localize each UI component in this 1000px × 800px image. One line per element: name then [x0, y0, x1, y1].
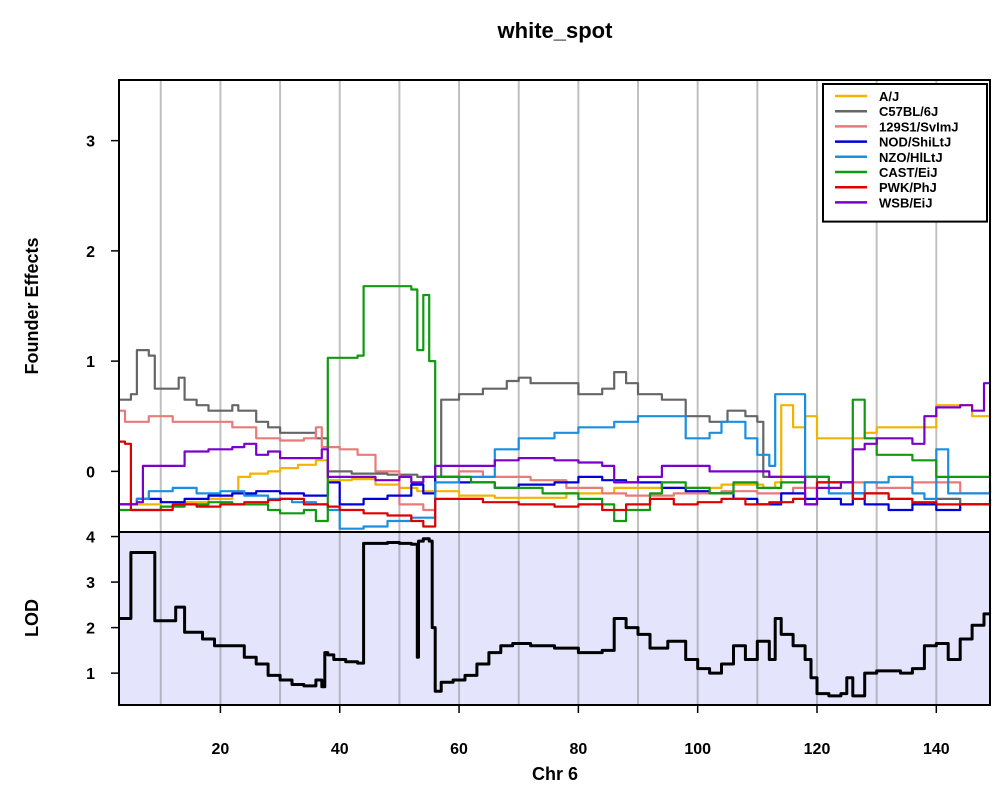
series-line-lod [119, 537, 990, 698]
legend-label-cast-eij: CAST/EiJ [879, 165, 938, 180]
legend-label-wsb-eij: WSB/EiJ [879, 195, 932, 210]
founder-effects-y-label: Founder Effects [22, 237, 42, 374]
series-line-nzo-hlltj [119, 393, 992, 530]
founder-y-tick-label: 2 [86, 244, 95, 261]
lod-frame [118, 531, 991, 706]
legend-label-c57bl-6j: C57BL/6J [879, 104, 938, 119]
lod-y-tick-label: 2 [86, 621, 95, 638]
x-axis: 20 40 60 80 100 120 140 [212, 705, 950, 758]
x-tick-label: 140 [923, 741, 950, 758]
lod-y-tick-label: 1 [86, 666, 95, 683]
founder-y-tick-label: 1 [86, 354, 95, 371]
series-line-c57bl-6j [119, 349, 990, 506]
legend-label-nzo-hlltj: NZO/HlLtJ [879, 150, 943, 165]
legend-label-a-j: A/J [879, 89, 899, 104]
legend-box [822, 83, 988, 223]
founder-effects-panel: 0 1 2 3 Founder Effects A/JC57BL/6J129S1/Sv… [22, 79, 992, 533]
x-tick-label: 20 [212, 741, 230, 758]
x-tick-label: 60 [450, 741, 468, 758]
founder-y-tick-label: 0 [86, 464, 95, 481]
x-tick-label: 120 [804, 741, 831, 758]
legend: A/JC57BL/6J129S1/SvImJNOD/ShiLtJNZO/HlLt… [822, 83, 988, 223]
lod-panel: 1 2 3 4 LOD [22, 530, 991, 706]
legend-label-pwk-phj: PWK/PhJ [879, 180, 937, 195]
x-axis-label: Chr 6 [532, 764, 578, 784]
x-tick-label: 80 [569, 741, 587, 758]
series-line-cast-eij [119, 285, 992, 523]
lod-y-tick-label: 3 [86, 575, 95, 592]
founder-y-tick-label: 3 [86, 134, 95, 151]
lod-y-tick-label: 4 [86, 530, 95, 547]
series-line-wsb-eij [119, 382, 990, 506]
lod-y-label: LOD [22, 599, 42, 637]
lod-background [119, 532, 990, 705]
x-tick-label: 40 [331, 741, 349, 758]
legend-label-129s1-svimj: 129S1/SvImJ [879, 119, 959, 134]
chart-title: white_spot [497, 18, 614, 43]
legend-label-nod-shiltj: NOD/ShiLtJ [879, 135, 951, 150]
x-tick-label: 100 [684, 741, 711, 758]
